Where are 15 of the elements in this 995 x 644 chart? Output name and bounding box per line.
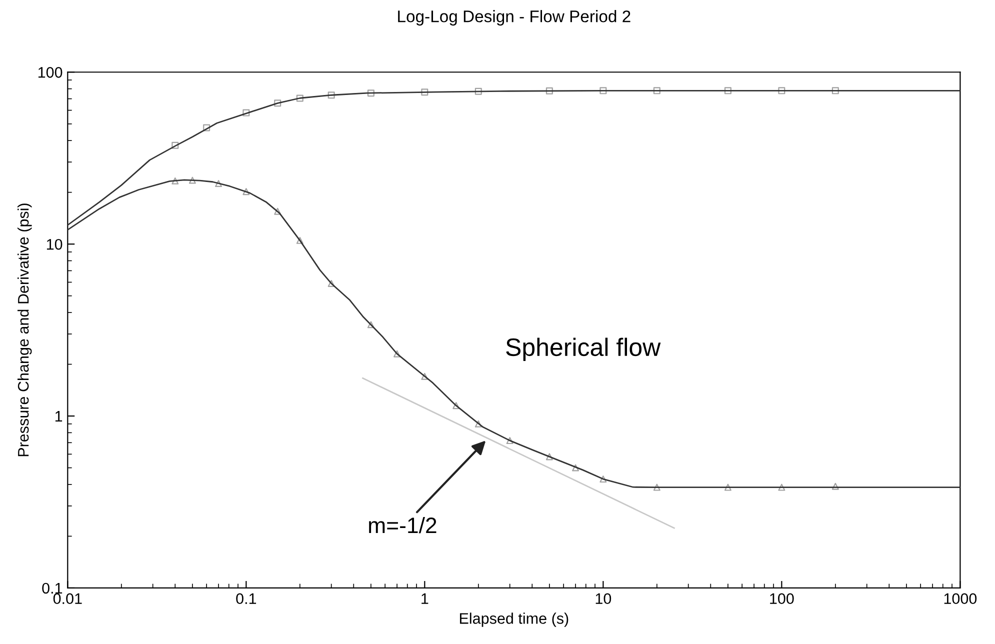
y-axis-title: Pressure Change and Derivative (psi) [18,204,32,456]
y-tick-label: 0.1 [42,582,62,594]
x-tick-label: 0.1 [236,593,256,604]
annotation: m=-1/2 [369,516,436,534]
y-tick-label: 100 [38,66,62,78]
x-tick-label: 0.01 [53,593,82,604]
x-axis-title: Elapsed time (s) [460,612,568,627]
annotation: Spherical flow [506,338,661,362]
x-tick-label: 10 [596,593,612,604]
y-tick-label: 10 [46,238,62,250]
x-tick-label: 1000 [944,593,977,604]
y-tick-label: 1 [55,411,62,422]
chart-title: Log-Log Design - Flow Period 2 [398,10,630,26]
x-tick-label: 1 [422,593,428,604]
x-tick-label: 100 [770,593,794,604]
